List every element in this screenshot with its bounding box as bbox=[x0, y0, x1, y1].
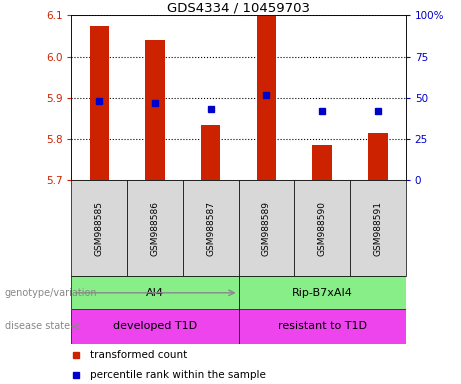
Text: GSM988589: GSM988589 bbox=[262, 201, 271, 256]
Bar bbox=[71, 180, 127, 276]
Bar bbox=[127, 180, 183, 276]
Text: GSM988590: GSM988590 bbox=[318, 201, 327, 256]
Bar bbox=[145, 40, 165, 180]
Text: Rip-B7xAI4: Rip-B7xAI4 bbox=[292, 288, 353, 298]
Text: percentile rank within the sample: percentile rank within the sample bbox=[90, 370, 266, 380]
Bar bbox=[183, 180, 238, 276]
Text: AI4: AI4 bbox=[146, 288, 164, 298]
Bar bbox=[71, 309, 239, 344]
Bar bbox=[350, 180, 406, 276]
Bar bbox=[89, 26, 109, 180]
Text: genotype/variation: genotype/variation bbox=[5, 288, 97, 298]
Text: resistant to T1D: resistant to T1D bbox=[278, 321, 366, 331]
Bar bbox=[238, 309, 406, 344]
Bar bbox=[238, 276, 406, 309]
Title: GDS4334 / 10459703: GDS4334 / 10459703 bbox=[167, 1, 310, 14]
Text: disease state: disease state bbox=[5, 321, 70, 331]
Text: GSM988591: GSM988591 bbox=[373, 201, 382, 256]
Bar bbox=[238, 180, 294, 276]
Bar bbox=[368, 133, 388, 180]
Text: developed T1D: developed T1D bbox=[113, 321, 197, 331]
Bar bbox=[313, 146, 332, 180]
Bar bbox=[257, 15, 276, 180]
Bar bbox=[71, 276, 239, 309]
Text: transformed count: transformed count bbox=[90, 350, 187, 360]
Text: GSM988587: GSM988587 bbox=[206, 201, 215, 256]
Bar bbox=[294, 180, 350, 276]
Bar bbox=[201, 125, 220, 180]
Text: GSM988585: GSM988585 bbox=[95, 201, 104, 256]
Text: GSM988586: GSM988586 bbox=[150, 201, 160, 256]
